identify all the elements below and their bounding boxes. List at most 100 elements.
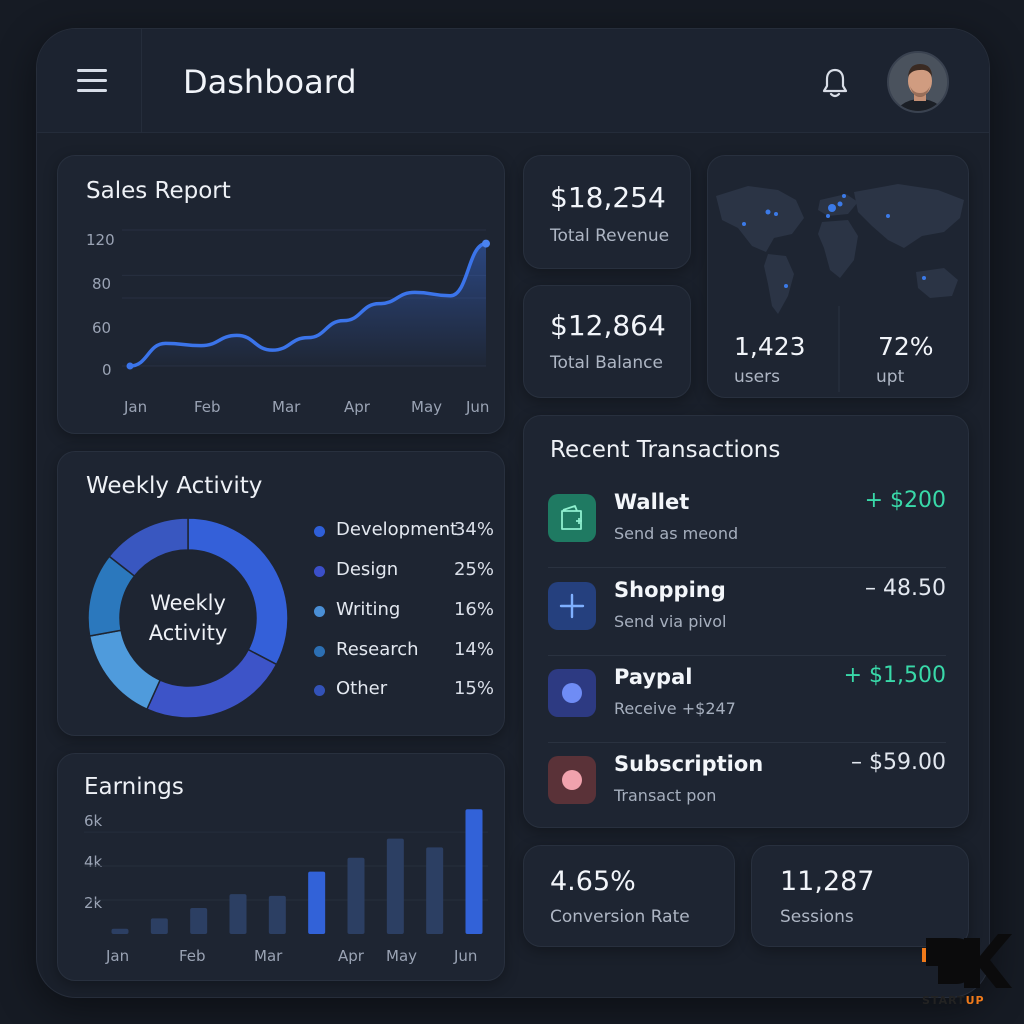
- stat-label: Total Balance: [550, 353, 663, 373]
- top-bar: Dashboard: [37, 29, 989, 133]
- legend-item: Writing 16%: [314, 599, 494, 623]
- earnings-bar: [111, 928, 129, 934]
- earnings-bar: [268, 895, 286, 934]
- transaction-subtitle: Receive +$247: [614, 699, 736, 718]
- y-tick-label: 120: [86, 231, 115, 249]
- stat-label: Conversion Rate: [550, 907, 690, 927]
- x-tick-label: Mar: [272, 398, 301, 416]
- earnings-bar: [229, 894, 247, 934]
- y-tick-label: 80: [92, 275, 112, 293]
- transaction-amount: + $1,500: [843, 663, 946, 688]
- legend-name: Writing: [336, 599, 401, 620]
- legend-name: Development: [336, 519, 458, 540]
- stat-value: 11,287: [780, 866, 875, 897]
- transaction-subtitle: Send via pivol: [614, 612, 727, 631]
- transaction-name: Wallet: [614, 490, 690, 514]
- legend-dot: [314, 685, 325, 696]
- x-tick-label: Feb: [194, 398, 221, 416]
- x-tick-label: Apr: [338, 947, 364, 965]
- paypal-icon: [548, 669, 596, 717]
- plus-icon: [548, 582, 596, 630]
- bell-icon[interactable]: [821, 67, 849, 99]
- recent-transactions-card: Recent Transactions Wallet Send as meond…: [523, 415, 969, 828]
- earnings-bar: [386, 838, 404, 934]
- transaction-row[interactable]: Shopping Send via pivol – 48.50: [548, 576, 946, 656]
- divider: [548, 742, 946, 743]
- earnings-bar: [190, 908, 208, 934]
- earnings-bar: [465, 809, 483, 934]
- legend-percent: 25%: [453, 559, 494, 580]
- legend-name: Other: [336, 678, 388, 699]
- conversion-rate-card: 4.65% Conversion Rate: [523, 845, 735, 947]
- transaction-amount: + $200: [864, 488, 946, 513]
- card-title: Sales Report: [86, 178, 231, 204]
- stat-value: $18,254: [550, 181, 666, 214]
- uptime-value: 72%: [878, 332, 934, 361]
- weekly-activity-card: Weekly Activity Weekly Activity Developm…: [57, 451, 505, 736]
- stat-value: $12,864: [550, 309, 666, 342]
- donut-center-line: Weekly: [150, 591, 226, 615]
- users-count: 1,423: [734, 332, 806, 361]
- x-tick-label: Apr: [344, 398, 370, 416]
- y-tick-label: 60: [92, 319, 112, 337]
- y-tick-label: 0: [102, 361, 112, 379]
- transaction-subtitle: Send as meond: [614, 524, 739, 543]
- earnings-bar: [347, 857, 365, 934]
- earnings-card: Earnings 6k 4k 2k Jan Feb Mar Apr May Ju…: [57, 753, 505, 981]
- transaction-row[interactable]: Wallet Send as meond + $200: [548, 488, 946, 568]
- stat-label: Total Revenue: [550, 226, 670, 246]
- transaction-name: Paypal: [614, 665, 693, 689]
- y-tick-label: 2k: [84, 894, 103, 912]
- data-point: [482, 239, 490, 248]
- page-title: Dashboard: [183, 63, 357, 101]
- divider: [548, 655, 946, 656]
- x-tick-label: Mar: [254, 947, 283, 965]
- users-label: users: [734, 367, 780, 387]
- card-title: Earnings: [84, 774, 184, 800]
- legend-dot: [314, 646, 325, 657]
- avatar[interactable]: [887, 51, 949, 113]
- total-balance-card: $12,864 Total Balance: [523, 285, 691, 398]
- transaction-amount: – $59.00: [851, 750, 946, 775]
- legend-percent: 34%: [453, 519, 494, 540]
- x-tick-label: Jun: [466, 398, 490, 416]
- sales-line-chart: [122, 229, 490, 370]
- donut-center-line: Activity: [148, 621, 228, 645]
- legend-percent: 15%: [453, 678, 494, 699]
- logo-text: START: [922, 994, 966, 1007]
- stat-label: Sessions: [780, 907, 854, 927]
- legend-percent: 14%: [453, 639, 494, 660]
- transaction-amount: – 48.50: [865, 576, 946, 601]
- legend-item: Design 25%: [314, 559, 494, 583]
- total-revenue-card: $18,254 Total Revenue: [523, 155, 691, 269]
- weekly-activity-donut: [87, 517, 289, 719]
- sales-report-card: Sales Report 120 80 60 0 Jan Feb Mar Apr…: [57, 155, 505, 434]
- transaction-row[interactable]: Paypal Receive +$247 + $1,500: [548, 663, 946, 743]
- earnings-bar: [426, 847, 444, 934]
- legend-name: Research: [336, 639, 419, 660]
- donut-slice: [108, 517, 189, 578]
- legend-item: Development 34%: [314, 519, 494, 543]
- x-tick-label: Jan: [106, 947, 130, 965]
- legend-name: Design: [336, 559, 399, 580]
- x-tick-label: Jun: [454, 947, 478, 965]
- data-point: [126, 362, 134, 370]
- legend-dot: [314, 526, 325, 537]
- transaction-row[interactable]: Subscription Transact pon – $59.00: [548, 750, 946, 830]
- x-tick-label: May: [386, 947, 418, 965]
- y-tick-label: 6k: [84, 812, 103, 830]
- card-title: Weekly Activity: [86, 473, 263, 499]
- donut-slice: [145, 648, 278, 719]
- x-tick-label: Jan: [124, 398, 148, 416]
- legend-dot: [314, 606, 325, 617]
- world-map-card: 1,423 users 72% upt: [707, 155, 969, 398]
- earnings-bar: [150, 918, 168, 934]
- logo-text: UP: [965, 994, 985, 1007]
- x-tick-label: Feb: [179, 947, 206, 965]
- legend-item: Research 14%: [314, 639, 494, 663]
- sales-area: [130, 243, 486, 366]
- hamburger-menu-icon[interactable]: [77, 69, 107, 93]
- earnings-bar-chart: [84, 809, 488, 934]
- transaction-name: Subscription: [614, 752, 764, 776]
- x-tick-label: May: [411, 398, 443, 416]
